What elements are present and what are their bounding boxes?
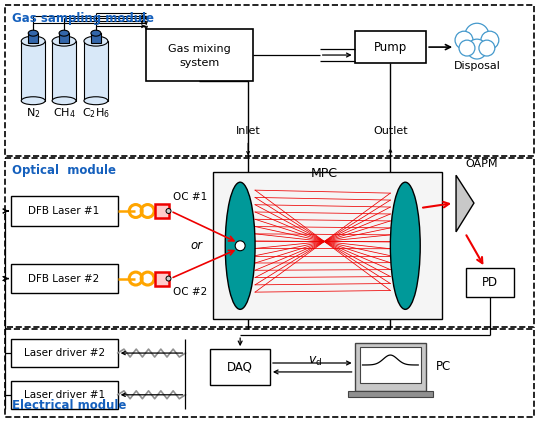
Bar — [11, 196, 118, 226]
Circle shape — [166, 209, 171, 214]
Text: Inlet: Inlet — [236, 126, 260, 135]
Bar — [11, 381, 118, 409]
Text: Gas mixing: Gas mixing — [168, 44, 231, 54]
Text: Laser driver #2: Laser driver #2 — [24, 348, 105, 358]
Circle shape — [465, 23, 489, 47]
Text: Pump: Pump — [374, 41, 407, 54]
Bar — [146, 29, 253, 81]
Bar — [84, 41, 108, 101]
Text: or: or — [190, 239, 202, 252]
Ellipse shape — [21, 97, 45, 105]
Text: DAQ: DAQ — [227, 360, 253, 374]
Text: OC #1: OC #1 — [173, 192, 208, 202]
Ellipse shape — [84, 97, 108, 105]
Ellipse shape — [21, 36, 45, 46]
Ellipse shape — [28, 30, 38, 36]
Ellipse shape — [390, 182, 420, 309]
Text: MPC: MPC — [311, 167, 338, 180]
Text: $\mathregular{CH_4}$: $\mathregular{CH_4}$ — [53, 106, 76, 120]
Bar — [11, 264, 118, 294]
Text: Laser driver #1: Laser driver #1 — [24, 390, 105, 400]
Bar — [355, 343, 426, 391]
Circle shape — [467, 39, 487, 59]
Circle shape — [235, 241, 245, 251]
Ellipse shape — [91, 30, 101, 36]
Polygon shape — [456, 175, 474, 232]
Text: Outlet: Outlet — [373, 126, 408, 135]
Bar — [11, 339, 118, 367]
Text: Gas sampling module: Gas sampling module — [12, 12, 154, 25]
Text: DFB Laser #1: DFB Laser #1 — [29, 206, 100, 216]
Ellipse shape — [52, 97, 76, 105]
Bar — [360, 347, 421, 383]
Text: Electrical module: Electrical module — [12, 398, 127, 412]
Ellipse shape — [59, 30, 69, 36]
Bar — [91, 33, 101, 43]
Bar — [28, 33, 38, 43]
Bar — [154, 204, 168, 218]
Circle shape — [459, 40, 475, 56]
Text: Optical  module: Optical module — [12, 164, 116, 177]
Text: system: system — [179, 58, 219, 68]
Text: Disposal: Disposal — [454, 61, 501, 71]
Text: OC #2: OC #2 — [173, 288, 208, 297]
Ellipse shape — [225, 182, 255, 309]
Circle shape — [481, 31, 499, 49]
Text: $\mathregular{N_2}$: $\mathregular{N_2}$ — [26, 106, 40, 120]
Circle shape — [479, 40, 495, 56]
Bar — [5, 158, 534, 327]
Text: DFB Laser #2: DFB Laser #2 — [29, 274, 100, 283]
Bar — [5, 329, 534, 417]
Bar — [52, 41, 76, 101]
Text: $\mathregular{C_2H_6}$: $\mathregular{C_2H_6}$ — [82, 106, 110, 120]
Text: OAPM: OAPM — [465, 159, 498, 169]
Bar — [348, 391, 433, 397]
Circle shape — [455, 31, 473, 49]
Bar — [466, 268, 514, 297]
Ellipse shape — [52, 36, 76, 46]
Bar — [59, 33, 69, 43]
Bar — [213, 172, 442, 319]
Text: PD: PD — [482, 276, 498, 289]
Bar — [154, 272, 168, 286]
Bar — [210, 349, 270, 385]
Bar — [21, 41, 45, 101]
Circle shape — [166, 276, 171, 281]
Bar — [5, 5, 534, 157]
Ellipse shape — [84, 36, 108, 46]
Text: $v_\mathrm{d}$: $v_\mathrm{d}$ — [308, 354, 322, 368]
Text: PC: PC — [436, 360, 451, 374]
Bar — [355, 31, 426, 63]
